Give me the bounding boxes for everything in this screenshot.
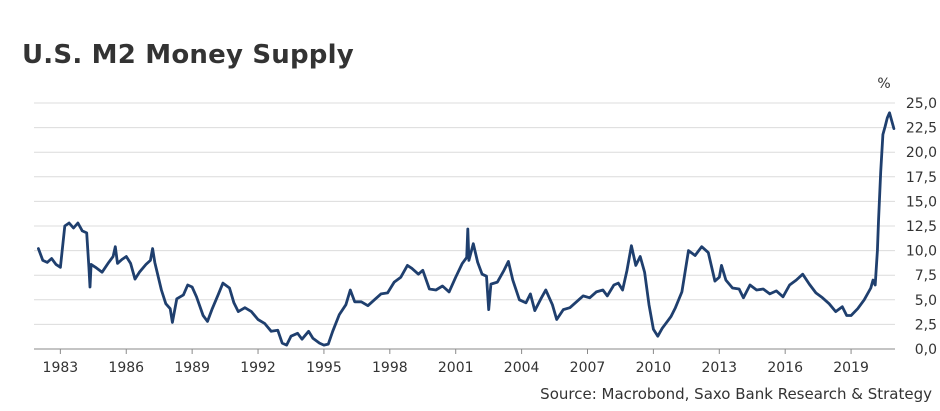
x-tick-label: 1992 — [240, 360, 276, 376]
y-tick-label: 12,5 — [906, 219, 937, 235]
chart-title: U.S. M2 Money Supply — [22, 40, 354, 70]
x-tick-label: 2004 — [504, 360, 540, 376]
series-layer — [37, 111, 896, 347]
y-tick-label: 25,0 — [906, 96, 937, 112]
x-tick-label: 2013 — [701, 360, 737, 376]
x-tick-label: 2016 — [767, 360, 803, 376]
y-tick-label: 15,0 — [906, 194, 937, 210]
series-line — [37, 111, 896, 347]
y-tick-label: 7,5 — [915, 268, 937, 284]
y-tick-label: 2,5 — [915, 317, 937, 333]
x-tick-label: 1989 — [174, 360, 210, 376]
x-tick-labels: 1983 1986 1989 1992 1995 1998 2001 2004 2007 2010… — [43, 349, 869, 376]
y-axis-unit-label: % — [877, 76, 890, 92]
grid-lines — [34, 102, 895, 350]
y-tick-labels: 0,0 2,5 5,0 7,5 10,0 12,5 15,0 17,5 20,0 22,5 25,0 — [906, 96, 937, 358]
y-tick-label: 10,0 — [906, 244, 937, 260]
x-tick-label: 2019 — [833, 360, 869, 376]
x-tick-label: 2010 — [636, 360, 672, 376]
y-tick-label: 22,5 — [906, 121, 937, 137]
y-tick-label: 20,0 — [906, 145, 937, 161]
y-tick-label: 5,0 — [915, 293, 937, 309]
y-tick-label: 0,0 — [915, 342, 937, 358]
source-note: Source: Macrobond, Saxo Bank Research & … — [540, 385, 932, 403]
x-tick-label: 2007 — [570, 360, 606, 376]
x-tick-label: 2001 — [438, 360, 474, 376]
y-tick-label: 17,5 — [906, 170, 937, 186]
x-tick-label: 1986 — [108, 360, 144, 376]
x-tick-label: 1998 — [372, 360, 408, 376]
x-tick-label: 1995 — [306, 360, 342, 376]
x-tick-label: 1983 — [43, 360, 79, 376]
